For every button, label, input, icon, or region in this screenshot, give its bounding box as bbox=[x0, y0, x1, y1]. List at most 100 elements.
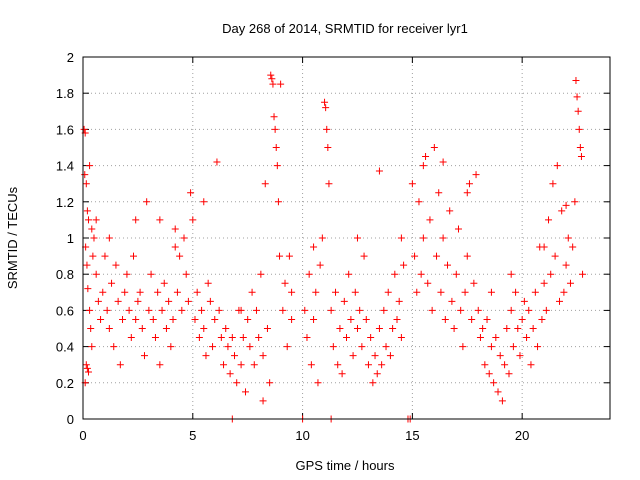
data-point bbox=[369, 379, 377, 387]
data-point bbox=[540, 243, 548, 251]
data-point bbox=[283, 343, 291, 351]
data-point bbox=[321, 98, 329, 106]
data-point bbox=[244, 315, 252, 323]
data-point bbox=[538, 315, 546, 323]
data-point bbox=[97, 315, 105, 323]
data-point bbox=[149, 315, 157, 323]
data-point bbox=[86, 306, 94, 314]
data-point bbox=[316, 261, 324, 269]
data-point bbox=[165, 297, 173, 305]
data-point bbox=[136, 288, 144, 296]
data-point bbox=[127, 334, 135, 342]
y-tick-label: 1.2 bbox=[56, 195, 74, 210]
data-point bbox=[424, 279, 432, 287]
data-point bbox=[239, 334, 247, 342]
data-point bbox=[325, 180, 333, 188]
y-axis-label: SRMTID / TECUs bbox=[5, 186, 20, 289]
data-point bbox=[132, 216, 140, 224]
data-point bbox=[428, 306, 436, 314]
data-point bbox=[105, 325, 113, 332]
data-point bbox=[241, 388, 249, 396]
data-point bbox=[193, 288, 201, 296]
data-point bbox=[572, 77, 580, 85]
data-point bbox=[134, 297, 142, 305]
x-tick-label: 0 bbox=[79, 428, 86, 443]
data-point bbox=[463, 252, 471, 260]
data-point bbox=[558, 207, 566, 215]
data-point bbox=[463, 189, 471, 197]
data-point bbox=[171, 243, 179, 251]
data-point bbox=[450, 325, 458, 332]
data-point bbox=[323, 125, 331, 133]
data-point bbox=[364, 361, 372, 369]
data-point bbox=[494, 388, 502, 396]
data-point bbox=[233, 379, 241, 387]
data-point bbox=[198, 306, 206, 314]
data-point bbox=[217, 334, 225, 342]
data-point bbox=[408, 180, 416, 188]
data-point bbox=[347, 315, 355, 323]
data-point bbox=[529, 325, 537, 332]
data-point bbox=[268, 75, 276, 83]
data-point bbox=[130, 252, 138, 260]
data-point bbox=[457, 306, 465, 314]
data-point bbox=[140, 352, 148, 360]
y-tick-label: 0.2 bbox=[56, 376, 74, 391]
data-point bbox=[397, 334, 405, 342]
x-tick-label: 10 bbox=[295, 428, 309, 443]
data-point bbox=[349, 352, 357, 360]
data-point bbox=[476, 334, 484, 342]
data-point bbox=[439, 158, 447, 166]
data-point bbox=[250, 361, 258, 369]
plot-frame bbox=[82, 56, 611, 420]
data-point bbox=[270, 113, 278, 121]
data-point bbox=[226, 370, 234, 378]
data-point bbox=[574, 107, 582, 115]
data-point bbox=[481, 361, 489, 369]
data-point bbox=[531, 288, 539, 296]
data-point bbox=[389, 325, 397, 332]
data-point bbox=[378, 361, 386, 369]
data-point bbox=[360, 252, 368, 260]
data-point bbox=[576, 144, 584, 151]
data-point bbox=[472, 171, 480, 179]
data-point bbox=[527, 361, 535, 369]
data-point bbox=[103, 306, 111, 314]
data-point bbox=[441, 315, 449, 323]
data-point bbox=[343, 334, 350, 342]
data-point bbox=[259, 397, 267, 405]
data-point bbox=[345, 270, 353, 278]
data-point bbox=[138, 325, 146, 332]
data-point bbox=[503, 325, 511, 332]
data-point bbox=[88, 343, 96, 351]
data-point bbox=[545, 216, 553, 224]
data-point bbox=[312, 288, 320, 296]
data-point bbox=[121, 288, 129, 296]
data-point bbox=[220, 361, 228, 369]
data-point bbox=[397, 234, 405, 242]
data-point bbox=[224, 343, 232, 351]
data-point bbox=[384, 288, 392, 296]
data-point bbox=[562, 261, 570, 269]
data-point bbox=[101, 252, 109, 260]
data-point bbox=[99, 288, 107, 296]
data-point bbox=[444, 261, 452, 269]
data-point bbox=[318, 234, 326, 242]
data-point bbox=[158, 306, 166, 314]
data-point bbox=[329, 343, 337, 351]
data-point bbox=[252, 306, 260, 314]
data-point bbox=[569, 243, 577, 251]
data-point bbox=[322, 104, 330, 112]
data-point bbox=[259, 352, 267, 360]
data-point bbox=[184, 297, 192, 305]
data-point bbox=[84, 285, 92, 293]
data-point bbox=[512, 288, 520, 296]
data-point bbox=[332, 288, 340, 296]
data-point bbox=[191, 315, 199, 323]
data-point bbox=[386, 352, 394, 360]
data-point bbox=[272, 144, 280, 151]
data-point bbox=[132, 315, 140, 323]
data-point bbox=[514, 325, 522, 332]
data-point bbox=[518, 315, 526, 323]
